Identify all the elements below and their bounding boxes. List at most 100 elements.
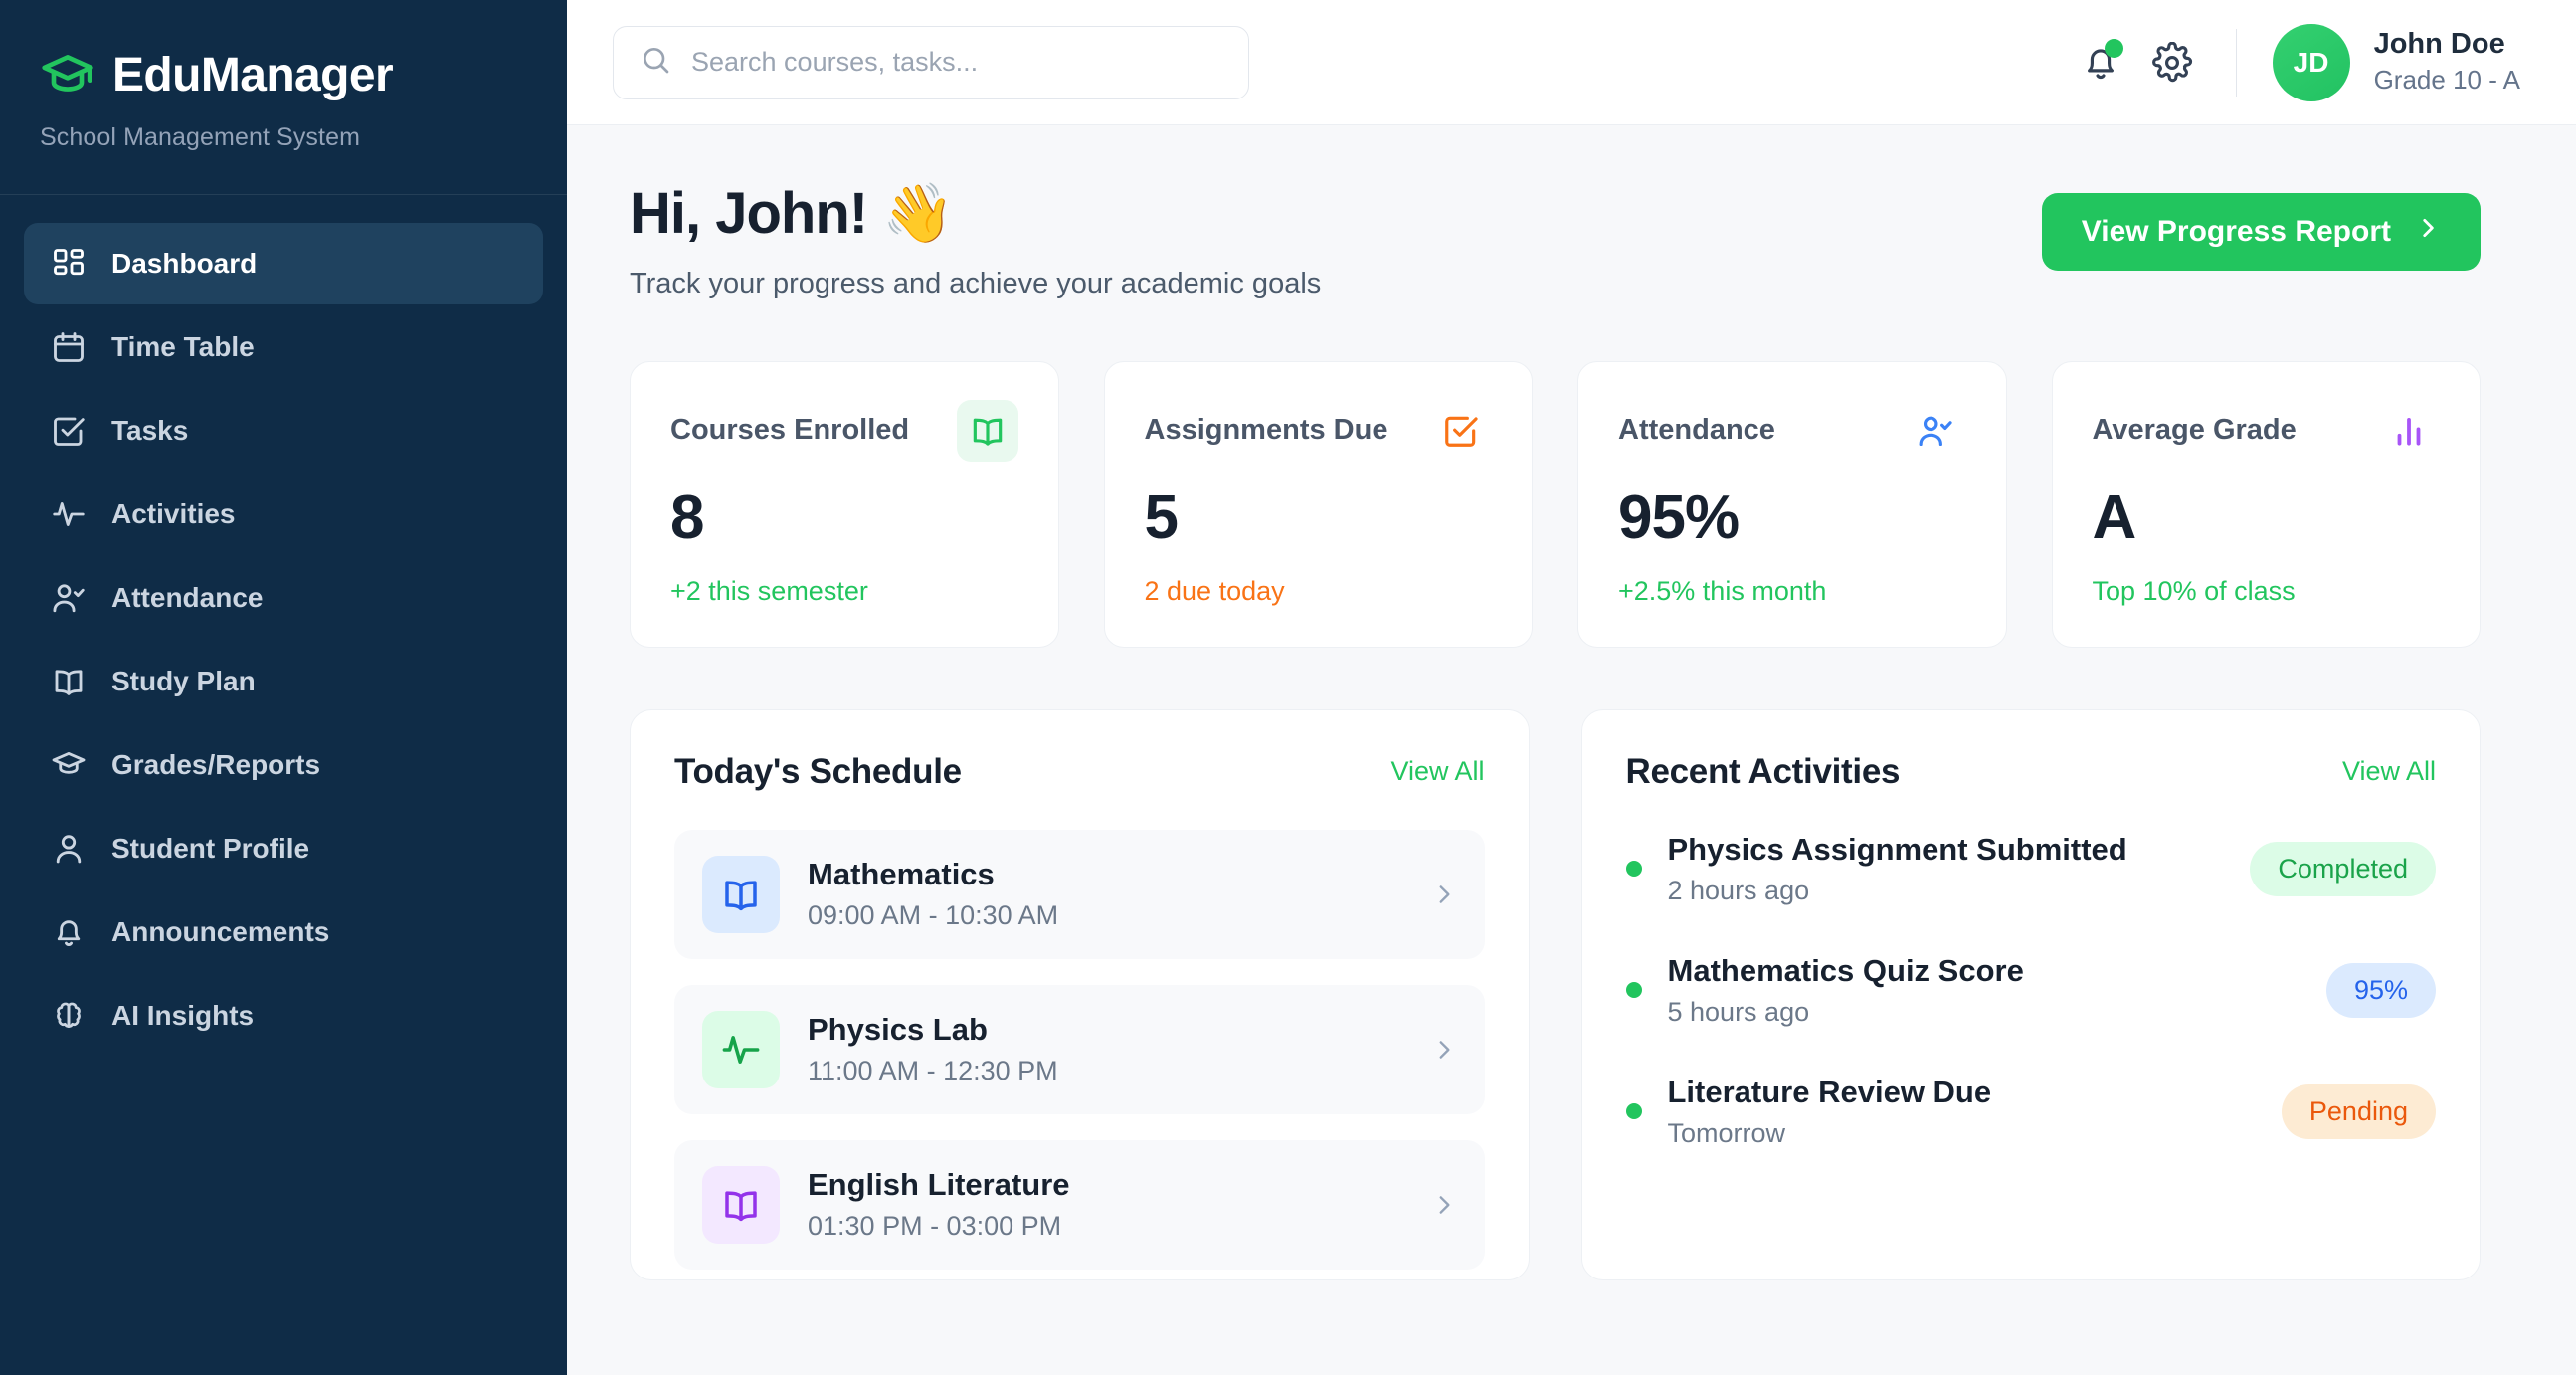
schedule-item-time: 09:00 AM - 10:30 AM bbox=[808, 900, 1059, 931]
panel-title: Recent Activities bbox=[1625, 751, 1901, 791]
stats-row: Courses Enrolled 8 +2 this semester Assi… bbox=[630, 360, 2481, 648]
page-subtitle: Track your progress and achieve your aca… bbox=[630, 267, 1322, 299]
stat-header: Average Grade bbox=[2093, 400, 2441, 462]
activity-time: 2 hours ago bbox=[1667, 875, 1810, 905]
schedule-list: Mathematics 09:00 AM - 10:30 AM bbox=[674, 829, 1485, 1270]
user-check-icon bbox=[50, 579, 88, 617]
activities-view-all-link[interactable]: View All bbox=[2341, 756, 2436, 787]
settings-button[interactable] bbox=[2136, 27, 2208, 98]
sidebar-item-label: AI Insights bbox=[111, 1000, 255, 1031]
schedule-item-subject: Physics Lab bbox=[808, 1012, 988, 1048]
user-check-icon bbox=[1905, 400, 1966, 462]
list-item[interactable]: Literature Review Due Tomorrow Pending bbox=[1625, 1074, 2436, 1149]
status-badge: 95% bbox=[2325, 962, 2436, 1018]
search-box[interactable] bbox=[613, 25, 1249, 99]
activity-text: Physics Assignment Submitted 2 hours ago bbox=[1668, 832, 2127, 906]
search-input[interactable] bbox=[691, 47, 1222, 78]
schedule-item-subject: Mathematics bbox=[808, 857, 995, 892]
topbar-separator bbox=[2235, 28, 2237, 97]
user-name: John Doe bbox=[2373, 28, 2505, 61]
stat-header: Attendance bbox=[1618, 400, 1966, 462]
sidebar-item-label: Tasks bbox=[111, 415, 189, 446]
panel-header: Recent Activities View All bbox=[1626, 752, 2437, 792]
sidebar-item-label: Activities bbox=[111, 498, 236, 529]
sidebar-item-label: Dashboard bbox=[111, 248, 258, 279]
notifications-button[interactable] bbox=[2065, 27, 2136, 98]
sidebar-item-label: Announcements bbox=[111, 916, 330, 947]
stat-delta: Top 10% of class bbox=[2092, 575, 2296, 606]
graduation-cap-icon bbox=[50, 746, 88, 784]
recent-activities-panel: Recent Activities View All Physics Assig… bbox=[1580, 708, 2481, 1280]
sidebar-item-announcements[interactable]: Announcements bbox=[24, 891, 543, 973]
activity-title: Literature Review Due bbox=[1667, 1074, 1992, 1109]
brand-row: EduManager bbox=[40, 48, 527, 103]
status-dot-icon bbox=[1625, 1103, 1642, 1120]
brain-icon bbox=[50, 997, 88, 1035]
schedule-item-time: 11:00 AM - 12:30 PM bbox=[808, 1056, 1058, 1086]
status-dot-icon bbox=[1625, 861, 1642, 878]
sidebar-item-label: Attendance bbox=[111, 582, 264, 613]
sidebar-item-time-table[interactable]: Time Table bbox=[24, 306, 543, 388]
stat-card-average-grade[interactable]: Average Grade A Top 10% of class bbox=[2051, 360, 2481, 648]
bar-chart-icon bbox=[2378, 400, 2440, 462]
page-content: Hi, John! 👋 Track your progress and achi… bbox=[567, 125, 2576, 1375]
activity-title: Physics Assignment Submitted bbox=[1667, 831, 2127, 867]
page-title: Hi, John! 👋 bbox=[630, 181, 954, 246]
list-item[interactable]: Mathematics 09:00 AM - 10:30 AM bbox=[674, 829, 1485, 959]
list-item[interactable]: English Literature 01:30 PM - 03:00 PM bbox=[674, 1139, 1485, 1270]
chevron-right-icon bbox=[1431, 1037, 1457, 1063]
user-profile[interactable]: JD John Doe Grade 10 - A bbox=[2272, 23, 2520, 101]
check-square-icon bbox=[50, 412, 88, 450]
status-dot-icon bbox=[1625, 982, 1642, 999]
stat-label: Average Grade bbox=[2092, 414, 2297, 447]
topbar-right: JD John Doe Grade 10 - A bbox=[2065, 23, 2520, 101]
topbar: JD John Doe Grade 10 - A bbox=[567, 0, 2576, 125]
stat-value: 5 bbox=[1144, 483, 1179, 552]
brand-block: EduManager School Management System bbox=[0, 0, 567, 194]
todays-schedule-panel: Today's Schedule View All Mathematics 09… bbox=[630, 708, 1530, 1280]
stat-card-assignments-due[interactable]: Assignments Due 5 2 due today bbox=[1103, 360, 1533, 648]
stat-delta: 2 due today bbox=[1144, 575, 1285, 606]
stat-value: 95% bbox=[1618, 483, 1740, 552]
open-book-icon bbox=[956, 399, 1018, 462]
list-item[interactable]: Physics Lab 11:00 AM - 12:30 PM bbox=[674, 984, 1485, 1114]
activity-time: 5 hours ago bbox=[1667, 996, 1810, 1027]
sidebar-item-label: Student Profile bbox=[111, 833, 310, 864]
stat-header: Assignments Due bbox=[1145, 400, 1493, 462]
sidebar-item-dashboard[interactable]: Dashboard bbox=[24, 223, 543, 304]
sidebar-item-ai-insights[interactable]: AI Insights bbox=[24, 975, 543, 1057]
activity-title: Mathematics Quiz Score bbox=[1667, 952, 2024, 988]
sidebar-item-tasks[interactable]: Tasks bbox=[24, 390, 543, 472]
schedule-item-text: Mathematics 09:00 AM - 10:30 AM bbox=[808, 857, 1058, 931]
chevron-right-icon bbox=[1431, 1192, 1457, 1218]
main-area: JD John Doe Grade 10 - A Hi, John! 👋 Tra… bbox=[567, 0, 2576, 1375]
stat-header: Courses Enrolled bbox=[670, 399, 1018, 462]
sidebar-item-student-profile[interactable]: Student Profile bbox=[24, 808, 543, 889]
chevron-right-icon bbox=[2415, 215, 2441, 249]
schedule-item-time: 01:30 PM - 03:00 PM bbox=[808, 1211, 1062, 1242]
sidebar-item-study-plan[interactable]: Study Plan bbox=[24, 641, 543, 722]
open-book-icon bbox=[50, 663, 88, 700]
calendar-icon bbox=[50, 328, 88, 366]
sidebar-item-attendance[interactable]: Attendance bbox=[24, 557, 543, 639]
schedule-view-all-link[interactable]: View All bbox=[1390, 756, 1485, 787]
stat-label: Attendance bbox=[1618, 414, 1775, 447]
panel-title: Today's Schedule bbox=[674, 751, 962, 791]
stat-value: 8 bbox=[670, 483, 704, 552]
stat-value: A bbox=[2092, 483, 2137, 552]
sidebar: EduManager School Management System Dash… bbox=[0, 0, 567, 1375]
sidebar-item-activities[interactable]: Activities bbox=[24, 474, 543, 555]
bell-icon bbox=[50, 913, 88, 951]
list-item[interactable]: Physics Assignment Submitted 2 hours ago… bbox=[1625, 832, 2436, 906]
sidebar-item-grades-reports[interactable]: Grades/Reports bbox=[24, 724, 543, 806]
sidebar-item-label: Grades/Reports bbox=[111, 749, 321, 780]
view-progress-report-label: View Progress Report bbox=[2081, 215, 2391, 248]
activity-text: Mathematics Quiz Score 5 hours ago bbox=[1668, 953, 2024, 1028]
view-progress-report-button[interactable]: View Progress Report bbox=[2041, 193, 2481, 271]
open-book-icon bbox=[702, 1165, 780, 1244]
stat-card-attendance[interactable]: Attendance 95% +2.5% this month bbox=[1577, 360, 2007, 648]
list-item[interactable]: Mathematics Quiz Score 5 hours ago 95% bbox=[1625, 953, 2436, 1028]
chevron-right-icon bbox=[1431, 882, 1457, 907]
stat-card-courses-enrolled[interactable]: Courses Enrolled 8 +2 this semester bbox=[630, 360, 1059, 648]
